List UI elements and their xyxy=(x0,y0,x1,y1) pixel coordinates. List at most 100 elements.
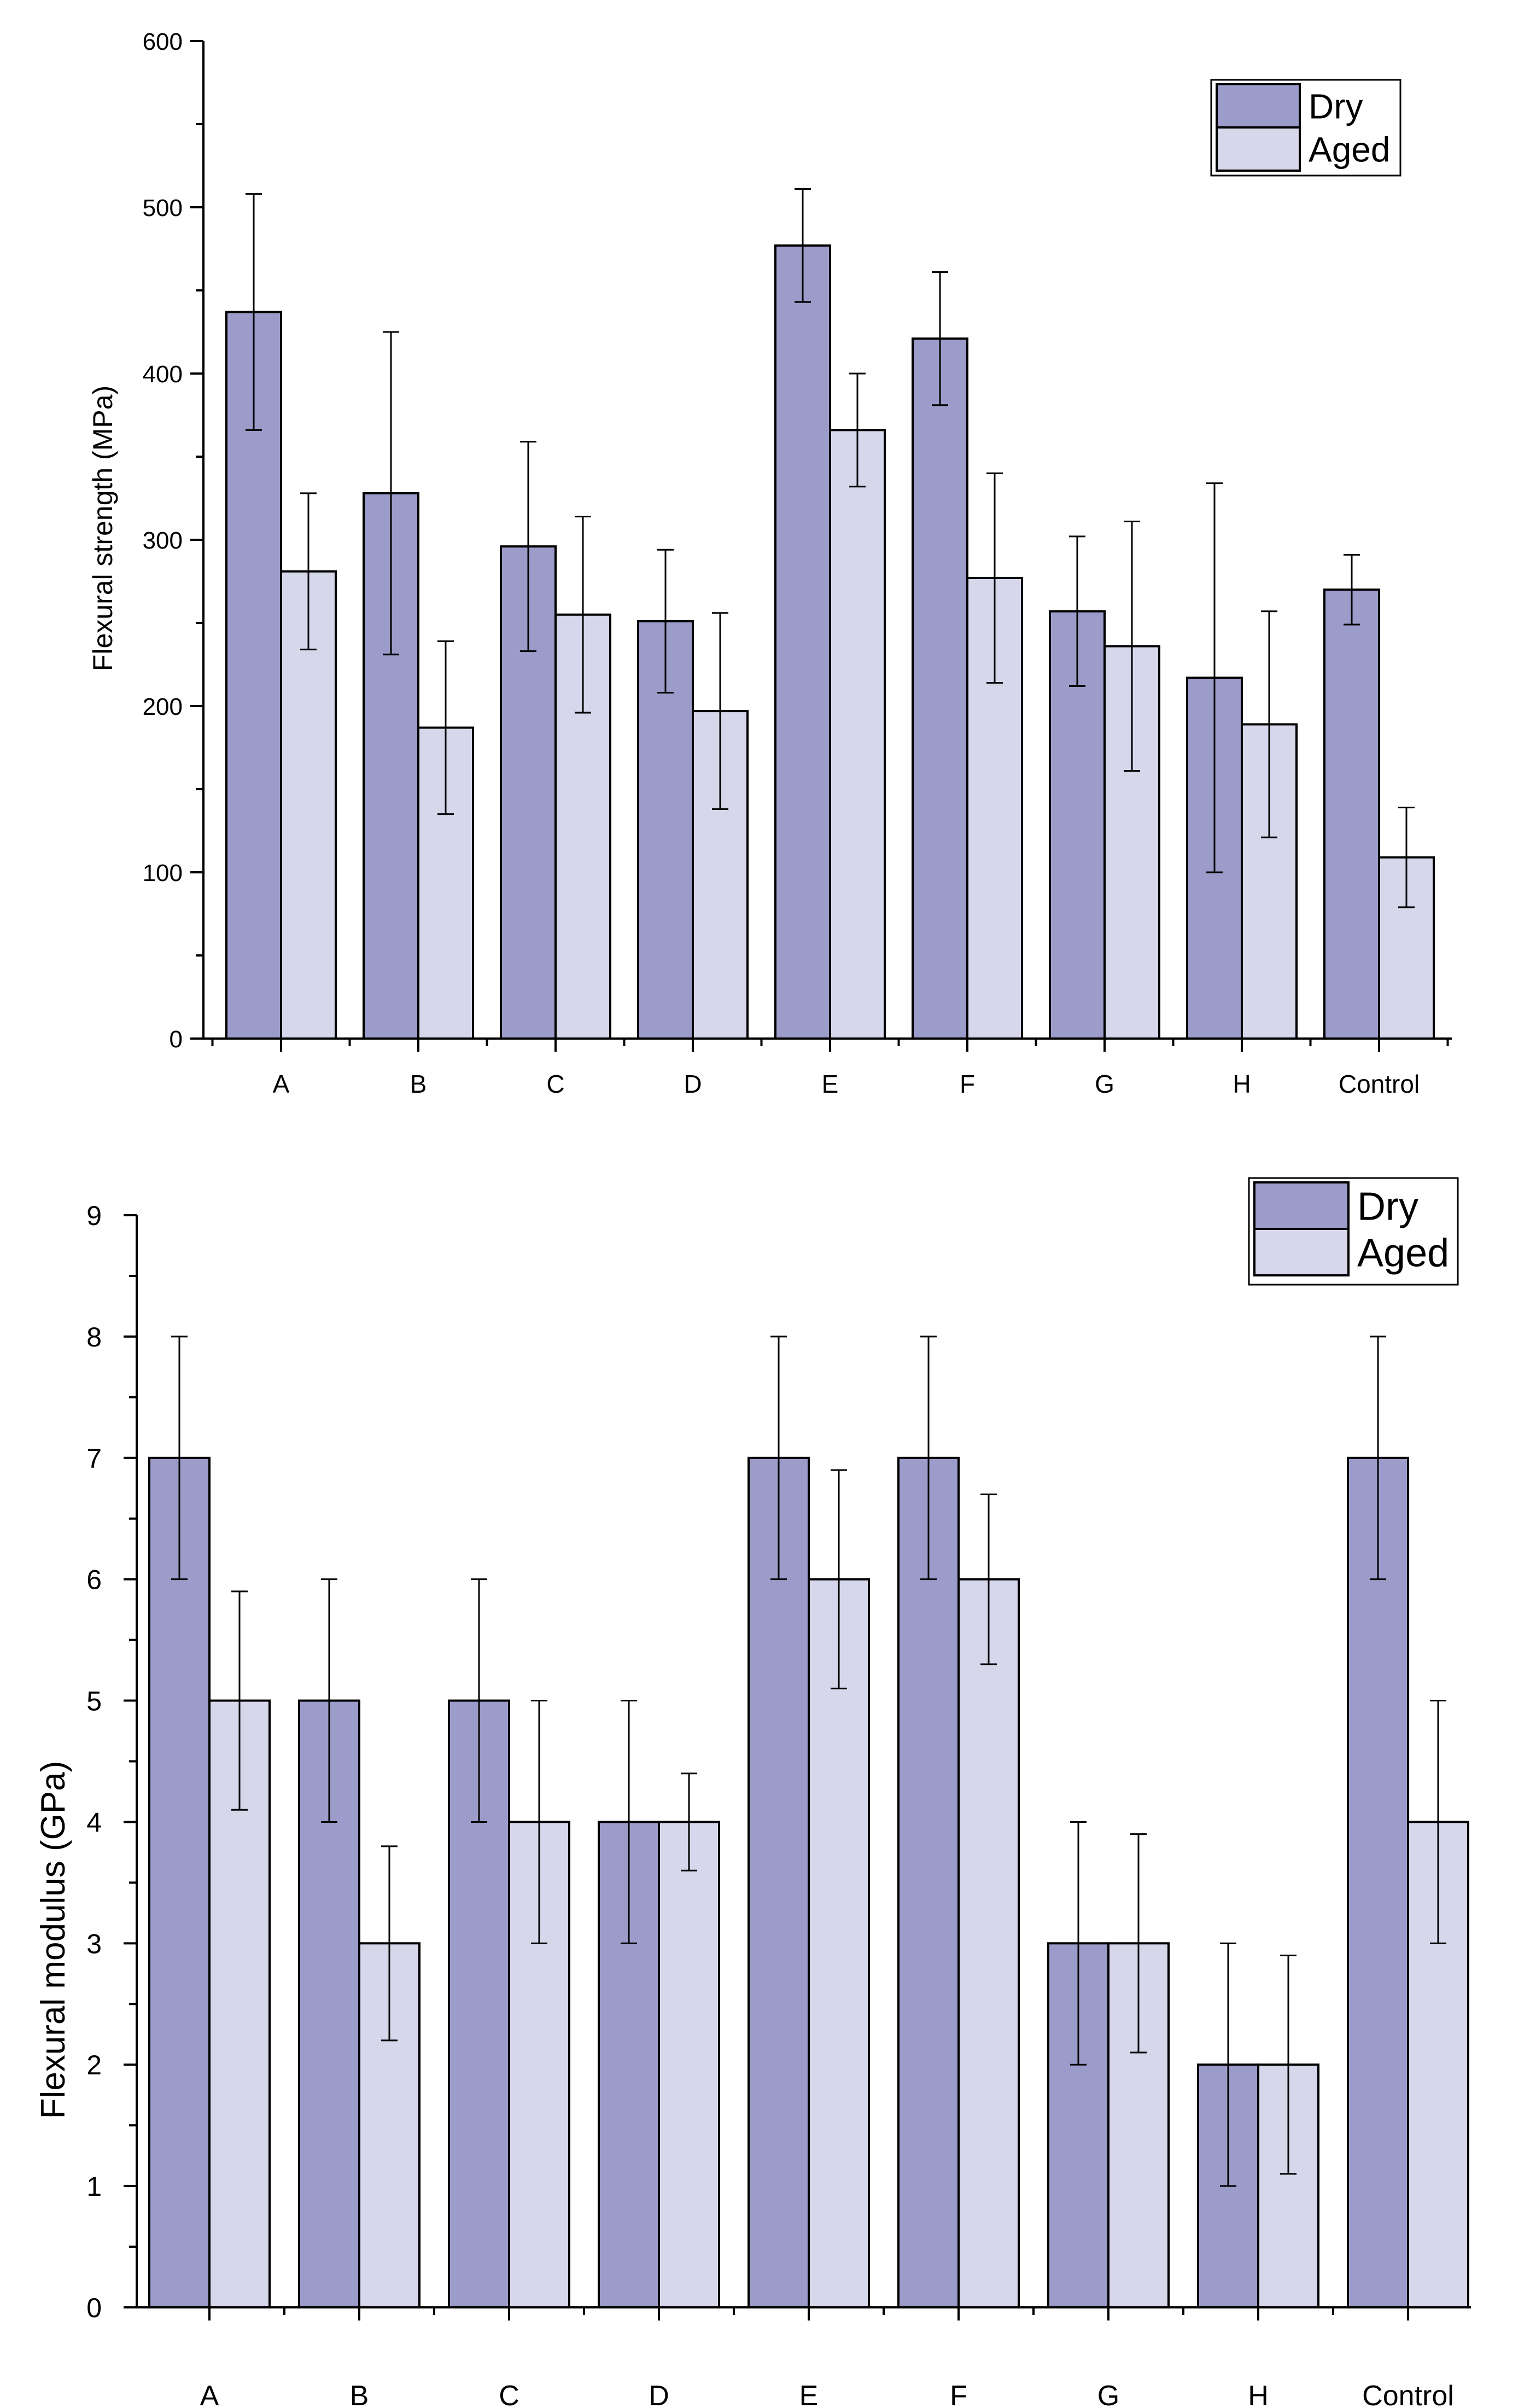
error-bar-aged-control xyxy=(1398,806,1415,908)
y-tick-label: 100 xyxy=(143,860,183,887)
error-bar-aged-e xyxy=(831,1469,847,1689)
y-tick-label: 7 xyxy=(86,1443,102,1474)
error-bar-dry-b xyxy=(383,331,399,656)
bar-dry-control xyxy=(1347,1456,1409,2308)
flexural-modulus-error-bars xyxy=(171,1336,1446,2187)
flexural-strength-chart: A B C D E F G H Control 0 100 200 300 400 500 600 Flexu… xyxy=(87,28,1452,1098)
error-bar-dry-g xyxy=(1070,1821,1087,2066)
error-bar-dry-d xyxy=(621,1700,637,1944)
legend-label-aged: Aged xyxy=(1309,130,1390,170)
y-tick-label: 600 xyxy=(143,28,183,55)
error-bar-aged-a xyxy=(231,1590,248,1811)
x-tick-label: C xyxy=(499,2380,519,2408)
x-tick-label: E xyxy=(822,1070,839,1098)
y-tick-label: 300 xyxy=(143,527,183,554)
flexural-strength-axes: A B C D E F G H Control 0 100 200 300 400 500 600 xyxy=(143,28,1452,1098)
x-tick-label: D xyxy=(684,1070,702,1098)
flexural-modulus-y-axis-label: Flexural modulus (GPa) xyxy=(34,1761,72,2119)
error-bar-aged-d xyxy=(681,1773,697,1871)
x-tick-label: B xyxy=(410,1070,427,1098)
error-bar-aged-d xyxy=(712,612,728,810)
y-tick-label: 200 xyxy=(143,693,183,720)
error-bar-aged-b xyxy=(381,1845,398,2042)
error-bar-aged-e xyxy=(849,372,866,488)
flexural-strength-error-bars xyxy=(246,188,1415,908)
y-tick-label: 400 xyxy=(143,361,183,388)
bar-aged-d xyxy=(658,1821,720,2308)
flexural-modulus-bars xyxy=(148,1456,1469,2309)
error-bar-aged-h xyxy=(1261,610,1277,838)
error-bar-dry-f xyxy=(920,1336,937,1581)
error-bar-dry-f xyxy=(932,271,948,406)
x-tick-label: B xyxy=(350,2380,369,2408)
error-bar-aged-c xyxy=(531,1700,547,1944)
y-tick-label: 6 xyxy=(86,1565,102,1595)
error-bar-dry-c xyxy=(471,1578,487,1823)
bar-dry-control xyxy=(1323,588,1380,1040)
flexural-strength-y-axis-label: Flexural strength (MPa) xyxy=(87,386,118,671)
flexural-modulus-chart: A B C D E F G H Control 0 1 2 3 4 5 6 7 8 9 Flexural modul… xyxy=(34,1177,1471,2408)
y-tick-label: 4 xyxy=(86,1807,102,1838)
error-bar-dry-d xyxy=(657,549,674,694)
error-bar-aged-h xyxy=(1280,1955,1297,2175)
error-bar-dry-control xyxy=(1370,1336,1386,1581)
flexural-strength-bars xyxy=(225,244,1435,1040)
y-tick-label: 0 xyxy=(170,1026,183,1053)
bar-aged-e xyxy=(808,1578,870,2309)
x-tick-label: H xyxy=(1248,2380,1269,2408)
error-bar-aged-control xyxy=(1430,1700,1446,1944)
error-bar-aged-c xyxy=(575,515,591,714)
y-tick-label: 9 xyxy=(86,1200,102,1231)
y-tick-label: 2 xyxy=(86,2050,102,2080)
bar-aged-f xyxy=(957,1578,1020,2309)
legend-label-aged: Aged xyxy=(1357,1231,1449,1275)
error-bar-dry-g xyxy=(1069,535,1085,687)
x-tick-label: Control xyxy=(1339,1070,1420,1098)
legend-swatch-aged xyxy=(1253,1228,1350,1276)
error-bar-dry-c xyxy=(520,441,536,652)
error-bar-dry-a xyxy=(171,1336,188,1581)
x-tick-label: D xyxy=(649,2380,669,2408)
error-bar-dry-b xyxy=(321,1578,337,1823)
y-tick-label: 500 xyxy=(143,195,183,221)
error-bar-aged-a xyxy=(300,492,317,651)
x-tick-label: F xyxy=(960,1070,975,1098)
error-bar-dry-a xyxy=(246,193,262,431)
x-tick-label: Control xyxy=(1362,2380,1454,2408)
legend-label-dry: Dry xyxy=(1357,1185,1418,1228)
error-bar-dry-control xyxy=(1344,553,1360,626)
flexural-strength-legend: Dry Aged xyxy=(1210,79,1401,177)
x-tick-label: H xyxy=(1233,1070,1251,1098)
x-tick-label: G xyxy=(1095,1070,1114,1098)
error-bar-dry-e xyxy=(795,188,811,303)
legend-swatch-dry xyxy=(1216,83,1301,129)
y-tick-label: 0 xyxy=(86,2293,102,2323)
y-tick-label: 1 xyxy=(86,2171,102,2202)
error-bar-dry-h xyxy=(1206,482,1223,873)
bar-dry-f xyxy=(912,337,968,1040)
y-tick-label: 5 xyxy=(86,1686,102,1717)
x-tick-label: G xyxy=(1097,2380,1119,2408)
x-tick-label: F xyxy=(950,2380,967,2408)
x-tick-label: E xyxy=(799,2380,819,2408)
bar-dry-f xyxy=(897,1456,960,2308)
y-tick-label: 3 xyxy=(86,1928,102,1959)
error-bar-dry-e xyxy=(770,1336,787,1581)
bar-aged-e xyxy=(829,429,886,1040)
error-bar-dry-h xyxy=(1220,1942,1236,2187)
bar-dry-a xyxy=(148,1456,211,2308)
error-bar-aged-g xyxy=(1124,521,1140,772)
y-tick-label: 8 xyxy=(86,1322,102,1352)
legend-swatch-dry xyxy=(1253,1181,1350,1230)
bar-aged-b xyxy=(417,726,474,1040)
bar-dry-a xyxy=(225,311,282,1040)
legend-label-dry: Dry xyxy=(1309,87,1363,126)
x-tick-label: A xyxy=(200,2380,219,2408)
legend-swatch-aged xyxy=(1216,126,1301,172)
x-tick-label: A xyxy=(273,1070,290,1098)
x-tick-label: C xyxy=(546,1070,564,1098)
error-bar-aged-f xyxy=(980,1493,997,1665)
bar-dry-e xyxy=(774,244,831,1040)
